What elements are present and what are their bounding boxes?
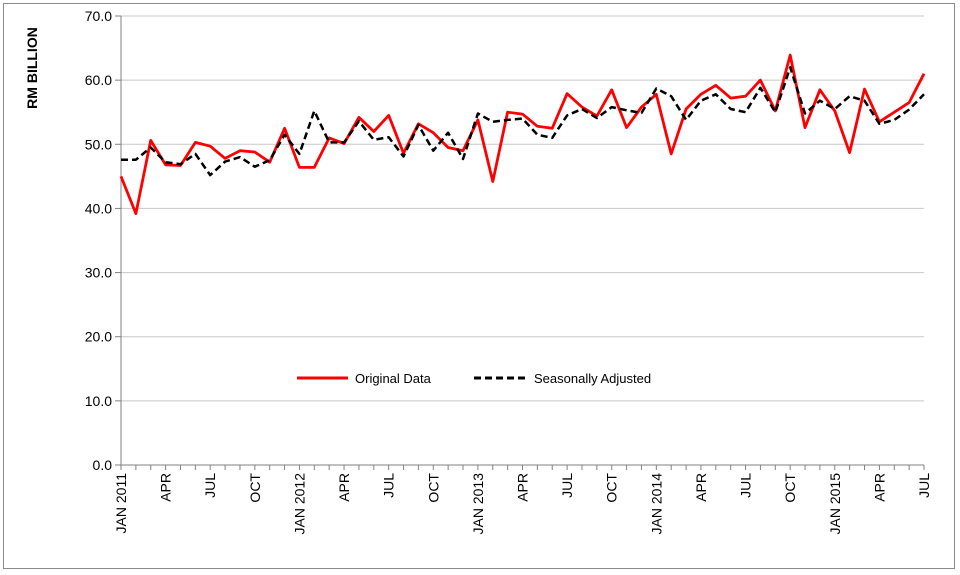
- x-tick-label: OCT: [247, 473, 263, 503]
- x-tick-label: JAN 2012: [291, 473, 307, 535]
- x-tick-label: JUL: [202, 473, 218, 498]
- series-line-original: [119, 53, 926, 216]
- x-tick-label: OCT: [782, 473, 798, 503]
- x-tick-label: APR: [336, 473, 352, 502]
- x-tick-label: JAN 2015: [827, 473, 843, 535]
- y-tick-labels: 0.0 10.0 20.0 30.0 40.0 50.0 60.0 70.0: [85, 8, 112, 473]
- y-tick-label: 40.0: [85, 200, 112, 216]
- x-tick-label: OCT: [604, 473, 620, 503]
- y-tick-label: 20.0: [85, 329, 112, 345]
- chart-frame: [3, 3, 955, 569]
- x-tick-label: JAN 2013: [470, 473, 486, 535]
- x-tick-labels: JAN 2011 APR JUL OCT JAN 2012 APR JUL OCT JAN 20…: [113, 473, 932, 535]
- x-tick-label: APR: [693, 473, 709, 502]
- x-tick-label: JUL: [738, 473, 754, 498]
- series-line-seasonally-adjusted: [121, 66, 925, 177]
- gridlines: [115, 15, 925, 470]
- x-tick-label: APR: [515, 473, 531, 502]
- axes: [120, 16, 924, 466]
- y-axis-label: RM BILLION: [24, 27, 40, 109]
- y-tick-label: 10.0: [85, 393, 112, 409]
- x-tick-label: JAN 2014: [648, 473, 664, 535]
- x-tick-label: OCT: [425, 473, 441, 503]
- x-tick-label: JUL: [559, 473, 575, 498]
- legend-label-seasonally-adjusted: Seasonally Adjusted: [534, 371, 651, 386]
- x-tick-label: JUL: [916, 473, 932, 498]
- y-tick-label: 30.0: [85, 265, 112, 281]
- legend-label-original: Original Data: [355, 371, 432, 386]
- legend: Original Data Seasonally Adjusted: [297, 371, 651, 386]
- y-tick-label: 60.0: [85, 72, 112, 88]
- series-lines: [119, 53, 926, 216]
- x-tick-label: APR: [158, 473, 174, 502]
- y-tick-label: 50.0: [85, 136, 112, 152]
- x-tick-label: JUL: [381, 473, 397, 498]
- x-tick-label: APR: [871, 473, 887, 502]
- x-tick-label: JAN 2011: [113, 473, 129, 534]
- y-tick-label: 70.0: [85, 8, 112, 24]
- y-tick-label: 0.0: [93, 457, 113, 473]
